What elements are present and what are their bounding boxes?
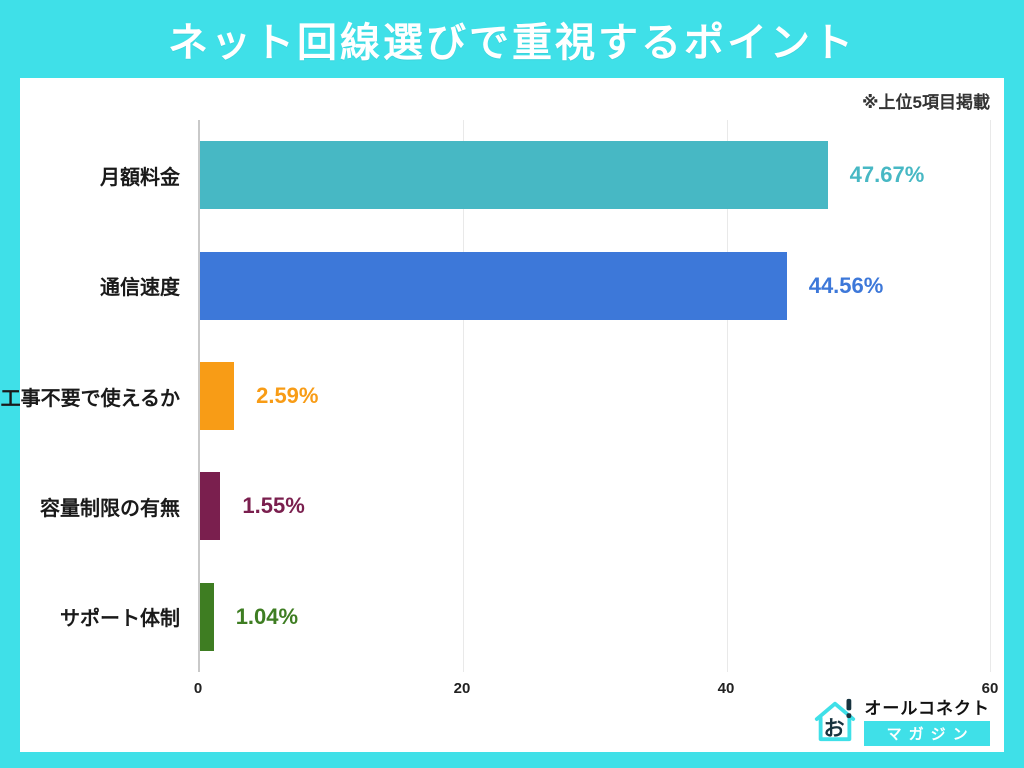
chart-panel: ※上位5項目掲載 月額料金 通信速度 工事不要で使えるか 容量制限の有無 サポート体制 … xyxy=(1,78,1004,752)
category-label-row: 月額料金 xyxy=(20,120,198,230)
logo-brand: オールコネクト xyxy=(864,699,990,718)
category-label-row: 容量制限の有無 xyxy=(20,451,198,561)
logo-sub: マガジン xyxy=(864,721,990,746)
gridline xyxy=(463,120,465,672)
bar-row: 44.56% xyxy=(200,230,990,340)
category-label: 容量制限の有無 xyxy=(40,497,180,520)
gridline xyxy=(726,120,728,672)
bar-row: 2.59% xyxy=(200,341,990,451)
top-note: ※上位5項目掲載 xyxy=(862,93,990,112)
bar-3 xyxy=(200,472,221,541)
x-tick-label: 60 xyxy=(981,680,999,697)
category-labels: 月額料金通信速度工事不要で使えるか容量制限の有無サポート体制 xyxy=(1,120,198,672)
x-tick-label: 0 xyxy=(193,680,203,697)
bar-value-label: 44.56% xyxy=(808,272,884,298)
bar-value-label: 1.55% xyxy=(242,493,305,519)
plot-area: 47.67% 44.56% 2.59% 1.55% 1.04% xyxy=(198,120,991,672)
bar-2 xyxy=(200,362,235,431)
category-label: サポート体制 xyxy=(60,608,180,631)
logo-text: オールコネクト マガジン xyxy=(864,694,990,746)
gridline xyxy=(990,120,991,672)
category-label-row: 通信速度 xyxy=(20,230,198,340)
house-logo-icon: お xyxy=(815,698,856,742)
bar-value-label: 1.04% xyxy=(235,603,299,629)
bar-row: 1.55% xyxy=(200,451,990,561)
category-label-row: 工事不要で使えるか xyxy=(1,341,198,451)
bar-value-label: 2.59% xyxy=(256,383,319,409)
bar-1 xyxy=(200,251,787,320)
x-tick-label: 20 xyxy=(453,680,471,697)
bar-rows: 47.67% 44.56% 2.59% 1.55% 1.04% xyxy=(200,120,990,672)
x-tick-label: 40 xyxy=(717,680,735,697)
footer-logo: お オールコネクト マガジン xyxy=(812,694,990,746)
bar-row: 47.67% xyxy=(200,120,990,230)
category-label: 月額料金 xyxy=(100,166,180,189)
category-label: 工事不要で使えるか xyxy=(0,387,180,410)
bar-0 xyxy=(200,141,828,210)
bar-4 xyxy=(200,582,214,651)
category-label: 通信速度 xyxy=(100,277,180,300)
category-label-row: サポート体制 xyxy=(20,562,198,672)
page-title: ネット回線選びで重視するポイント xyxy=(168,21,856,65)
title-banner: ネット回線選びで重視するポイント xyxy=(0,0,1024,78)
logo-char: お xyxy=(824,717,845,740)
bar-row: 1.04% xyxy=(200,562,990,672)
bar-value-label: 47.67% xyxy=(849,162,925,188)
x-axis-ticks: 0 20 40 60 xyxy=(194,680,999,704)
